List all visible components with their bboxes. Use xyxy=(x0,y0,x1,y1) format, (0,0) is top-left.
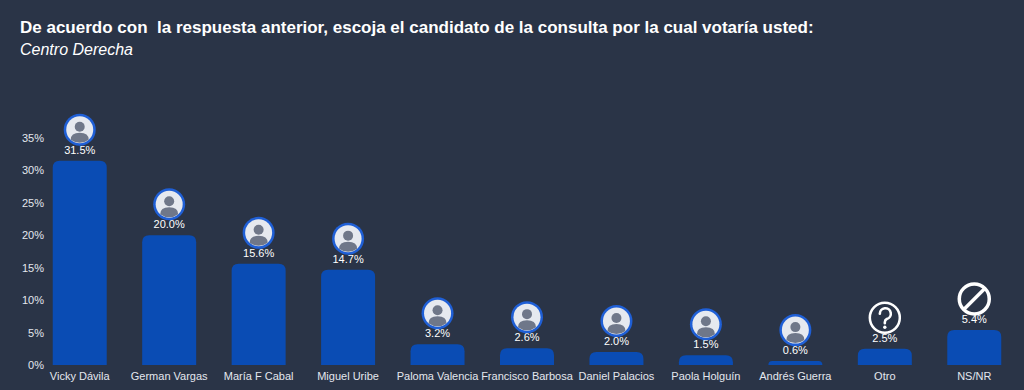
avatar-body xyxy=(71,133,89,143)
bars xyxy=(53,161,1002,365)
avatar-head xyxy=(701,316,711,326)
chart: De acuerdo con la respuesta anterior, es… xyxy=(0,0,1024,390)
x-tick-label: Andrés Guerra xyxy=(759,370,832,382)
background xyxy=(0,0,1024,390)
bar xyxy=(947,330,1001,365)
avatar-body xyxy=(786,333,804,343)
y-tick-label: 0% xyxy=(28,359,44,371)
avatar-head xyxy=(790,322,800,332)
avatar-bg xyxy=(66,116,93,143)
bar xyxy=(411,344,465,365)
bar xyxy=(321,270,375,365)
avatar-ring xyxy=(600,305,632,337)
x-tick-label: Francisco Barbosa xyxy=(481,370,574,382)
bar xyxy=(142,235,196,365)
avatar-bg xyxy=(692,311,719,338)
x-tick-label: NS/NR xyxy=(957,370,991,382)
avatar-head xyxy=(254,225,264,235)
icons xyxy=(64,114,990,346)
y-tick-label: 10% xyxy=(22,294,44,306)
x-tick-label: Otro xyxy=(874,370,895,382)
avatar-body xyxy=(250,236,268,246)
icon-dot xyxy=(883,326,886,329)
x-tick-label: German Vargas xyxy=(131,370,208,382)
avatar-body xyxy=(607,324,625,334)
avatar-ring xyxy=(422,297,454,329)
icon xyxy=(600,305,632,337)
x-tick-label: Vicky Dávila xyxy=(50,370,111,382)
avatar-bg xyxy=(424,300,451,327)
avatar-bg xyxy=(156,191,183,218)
avatar-head xyxy=(611,313,621,323)
icon xyxy=(511,301,543,333)
x-tick-label: Paloma Valencia xyxy=(397,370,480,382)
bar xyxy=(589,352,643,365)
y-tick-label: 30% xyxy=(22,164,44,176)
avatar-ring xyxy=(64,114,96,146)
bar xyxy=(858,349,912,365)
avatar-head xyxy=(75,122,85,132)
avatar-head xyxy=(343,231,353,241)
icon xyxy=(64,114,96,146)
icon-slash xyxy=(964,288,985,309)
x-tick-label: Paola Holguín xyxy=(671,370,740,382)
avatar-body xyxy=(697,327,715,337)
avatar-ring xyxy=(332,223,364,255)
bar xyxy=(768,361,822,365)
title: De acuerdo con la respuesta anterior, es… xyxy=(20,18,814,37)
avatar-bg xyxy=(245,219,272,246)
avatar-body xyxy=(160,207,178,217)
y-tick-label: 20% xyxy=(22,229,44,241)
icon xyxy=(422,297,454,329)
avatar-ring xyxy=(511,301,543,333)
avatar-bg xyxy=(603,308,630,335)
avatar-ring xyxy=(779,314,811,346)
y-tick-label: 15% xyxy=(22,262,44,274)
bar xyxy=(53,161,107,365)
y-tick-label: 35% xyxy=(22,132,44,144)
y-tick-label: 25% xyxy=(22,197,44,209)
y-tick-label: 5% xyxy=(28,327,44,339)
x-tick-label: María F Cabal xyxy=(224,370,294,382)
icon xyxy=(332,223,364,255)
icon xyxy=(779,314,811,346)
avatar-bg xyxy=(335,225,362,252)
y-axis: 0% 5% 10% 15% 20% 25% 30% 35% xyxy=(22,132,44,371)
avatar-body xyxy=(429,316,447,326)
avatar-head xyxy=(433,305,443,315)
icon xyxy=(690,308,722,340)
x-tick-label: Miguel Uribe xyxy=(317,370,379,382)
bar xyxy=(679,355,733,365)
avatar-bg xyxy=(514,304,541,331)
avatar-body xyxy=(518,320,536,330)
avatar-ring xyxy=(690,308,722,340)
icon xyxy=(243,217,275,249)
bar xyxy=(500,348,554,365)
icon xyxy=(153,188,185,220)
labels: 31.5%20.0%15.6%14.7%3.2%2.6%2.0%1.5%0.6%… xyxy=(50,144,992,382)
avatar-body xyxy=(339,242,357,252)
subtitle: Centro Derecha xyxy=(20,41,133,58)
icon-ring xyxy=(870,303,900,333)
icon-question xyxy=(880,308,891,323)
bar xyxy=(232,264,286,365)
icon-ring xyxy=(959,284,989,314)
avatar-ring xyxy=(243,217,275,249)
avatar-head xyxy=(164,196,174,206)
icon xyxy=(870,303,900,333)
icon xyxy=(959,284,989,314)
avatar-head xyxy=(522,309,532,319)
x-tick-label: Daniel Palacios xyxy=(579,370,655,382)
avatar-ring xyxy=(153,188,185,220)
avatar-bg xyxy=(782,317,809,344)
